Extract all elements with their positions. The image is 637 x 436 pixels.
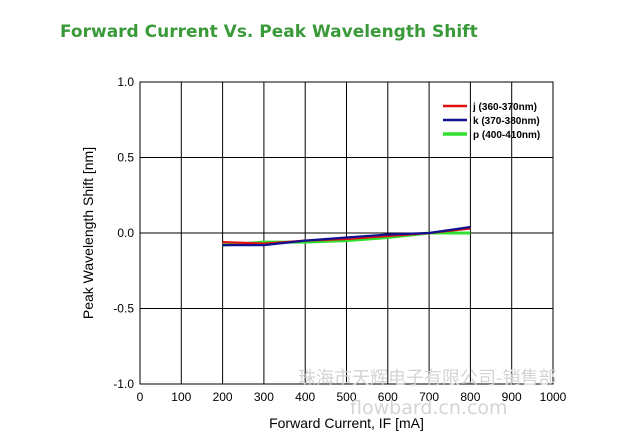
chart-title: Forward Current Vs. Peak Wavelength Shif…: [60, 22, 478, 42]
x-tick-label: 600: [378, 390, 398, 404]
grid: [139, 81, 554, 385]
x-tick-label: 1000: [540, 390, 567, 404]
plot-frame: [139, 81, 554, 385]
y-tick-label: -1.0: [113, 377, 134, 391]
y-tick-label: -0.5: [113, 302, 134, 316]
legend-label: p (400-410nm): [473, 130, 540, 141]
series-lines: [222, 225, 471, 247]
x-tick-label: 0: [137, 390, 144, 404]
watermark-company: 珠海市天辉电子有限公司-销售部: [298, 368, 557, 389]
y-tick-label: 0.0: [117, 226, 134, 240]
y-tick-label: 0.5: [117, 151, 134, 165]
series-line-k: [222, 225, 471, 247]
x-tick-label: 300: [254, 390, 274, 404]
y-axis-label: Peak Wavelength Shift [nm]: [80, 147, 96, 319]
x-tick-label: 900: [502, 390, 522, 404]
x-tick-label: 700: [419, 390, 439, 404]
x-tick-label: 800: [460, 390, 480, 404]
x-tick-label: 400: [295, 390, 315, 404]
x-tick-label: 100: [171, 390, 191, 404]
legend: j (360-370nm) k (370-380nm) p (400-410nm): [443, 102, 540, 141]
legend-label: j (360-370nm): [472, 102, 537, 113]
x-axis-label: Forward Current, IF [mA]: [269, 415, 424, 431]
watermark-site: flowbard.cn.com: [350, 397, 508, 419]
y-tick-label: 1.0: [117, 75, 134, 89]
tick-labels: 0 100 200 300 400 500 600 700 800 900 1000 1.0 0.5 0.…: [113, 75, 566, 404]
x-tick-label: 500: [336, 390, 356, 404]
x-tick-label: 200: [213, 390, 233, 404]
legend-label: k (370-380nm): [473, 116, 540, 127]
